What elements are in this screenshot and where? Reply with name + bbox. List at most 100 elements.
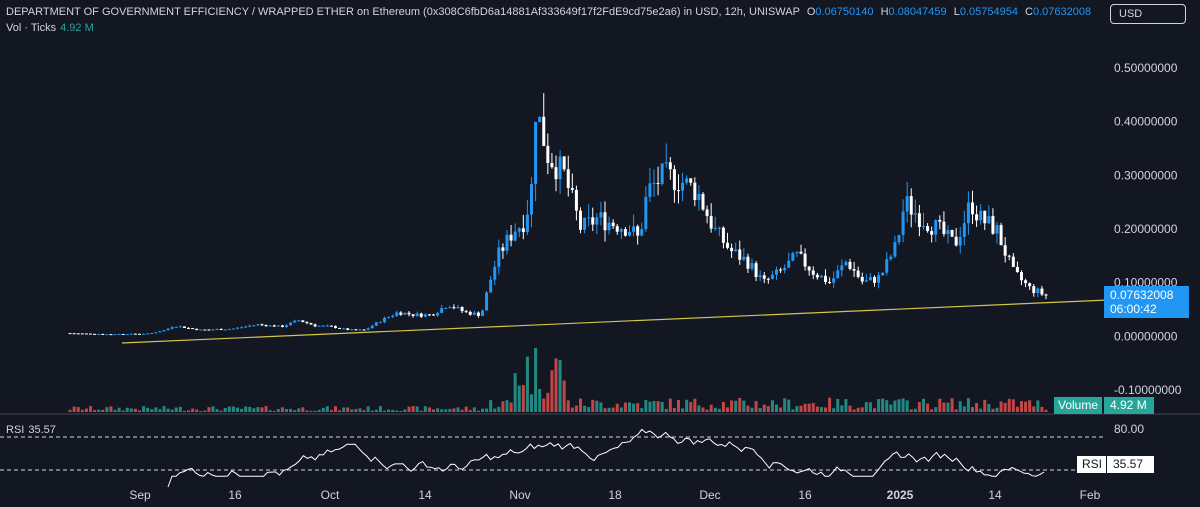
- volume-bar: [901, 398, 905, 412]
- candle-body: [832, 278, 836, 283]
- volume-bar: [240, 408, 244, 412]
- candle-body: [325, 325, 329, 327]
- volume-bar: [656, 401, 660, 412]
- volume-bar: [170, 409, 174, 412]
- volume-bar: [182, 410, 186, 412]
- candle-body: [76, 333, 80, 335]
- candle-body: [464, 311, 468, 313]
- volume-bar: [640, 408, 644, 412]
- volume-bar: [950, 398, 954, 412]
- volume-bar: [632, 403, 636, 412]
- candle-body: [525, 214, 529, 233]
- candle-body: [427, 314, 431, 316]
- volume-bar: [803, 403, 807, 412]
- y-tick-label: 0.40000000: [1114, 115, 1178, 129]
- volume-bar: [513, 373, 517, 412]
- candle-body: [652, 182, 656, 184]
- x-tick-label: Sep: [129, 488, 151, 502]
- candle-body: [383, 317, 386, 323]
- volume-bar: [758, 407, 762, 412]
- volume-bar: [244, 406, 248, 412]
- open-value: 0.06750140: [815, 6, 874, 18]
- volume-bar: [868, 402, 872, 412]
- volume-bar: [436, 408, 440, 412]
- symbol-title: DEPARTMENT OF GOVERNMENT EFFICIENCY / WR…: [6, 6, 800, 18]
- candle-body: [697, 193, 701, 200]
- volume-bar: [534, 347, 538, 412]
- volume-bar: [579, 398, 582, 412]
- volume-bar: [562, 380, 566, 412]
- volume-bar: [542, 398, 546, 412]
- volume-bar: [285, 409, 288, 412]
- candle-body: [223, 329, 227, 331]
- volume-bar: [583, 405, 587, 412]
- candle-body: [746, 256, 750, 269]
- volume-bar: [517, 385, 521, 412]
- candle-body: [456, 307, 460, 309]
- volume-bar: [154, 407, 158, 412]
- candle-body: [913, 213, 917, 215]
- volume-bar: [1015, 406, 1019, 412]
- candle-body: [1020, 272, 1023, 281]
- volume-bar: [521, 385, 525, 412]
- candle-body: [807, 266, 811, 271]
- volume-bar: [726, 407, 729, 412]
- candle-body: [219, 329, 223, 331]
- volume-bar: [301, 407, 305, 412]
- candle-body: [566, 169, 570, 188]
- volume-bar: [158, 409, 162, 412]
- candle-body: [142, 333, 146, 335]
- candle-body: [962, 223, 966, 237]
- volume-bar: [89, 406, 92, 412]
- volume-axis-label: Volume: [1054, 397, 1103, 414]
- rsi-level-label: 80.00: [1114, 422, 1144, 436]
- candle-body: [97, 333, 101, 335]
- volume-bar: [738, 397, 742, 412]
- volume-bar: [211, 406, 215, 412]
- candles: [68, 93, 1048, 336]
- candle-body: [815, 274, 819, 278]
- volume-bar: [848, 405, 852, 412]
- volume-bar: [129, 408, 133, 412]
- candle-body: [305, 322, 309, 324]
- candle-body: [178, 326, 182, 328]
- candle-body: [80, 333, 84, 335]
- volume-bar: [138, 410, 141, 412]
- candle-body: [84, 333, 88, 335]
- candle-body: [623, 229, 627, 236]
- trendline[interactable]: [121, 299, 1109, 344]
- candle-body: [436, 312, 440, 316]
- x-tick-label: Oct: [321, 488, 340, 502]
- candle-body: [709, 216, 713, 229]
- x-tick-label: 14: [418, 488, 432, 502]
- volume-bar: [485, 408, 489, 412]
- candle-body: [754, 263, 758, 278]
- candle-body: [954, 236, 958, 246]
- volume-bars: [68, 347, 1048, 412]
- volume-bar: [677, 399, 680, 412]
- candle-body: [264, 324, 268, 327]
- candle-body: [672, 169, 676, 191]
- candle-body: [987, 216, 991, 224]
- candle-body: [636, 226, 640, 236]
- candle-body: [105, 334, 109, 336]
- x-axis: Sep 16 Oct 14 Nov 18 Dec 16 2025 14 Feb: [129, 488, 1100, 502]
- volume-bar: [595, 400, 599, 412]
- candle-body: [897, 235, 901, 243]
- volume-bar: [607, 407, 611, 412]
- volume-bar: [1024, 401, 1028, 412]
- candle-body: [550, 163, 554, 168]
- volume-bar: [481, 408, 484, 412]
- candle-body: [195, 328, 199, 331]
- volume-bar: [705, 409, 709, 412]
- candle-body: [448, 307, 452, 309]
- volume-bar: [293, 410, 297, 412]
- candle-body: [966, 202, 970, 224]
- volume-bar: [766, 406, 770, 412]
- currency-button[interactable]: USD: [1110, 4, 1186, 24]
- volume-bar: [783, 398, 787, 412]
- candle-body: [917, 213, 921, 228]
- candle-body: [468, 311, 472, 315]
- candle-body: [632, 226, 636, 232]
